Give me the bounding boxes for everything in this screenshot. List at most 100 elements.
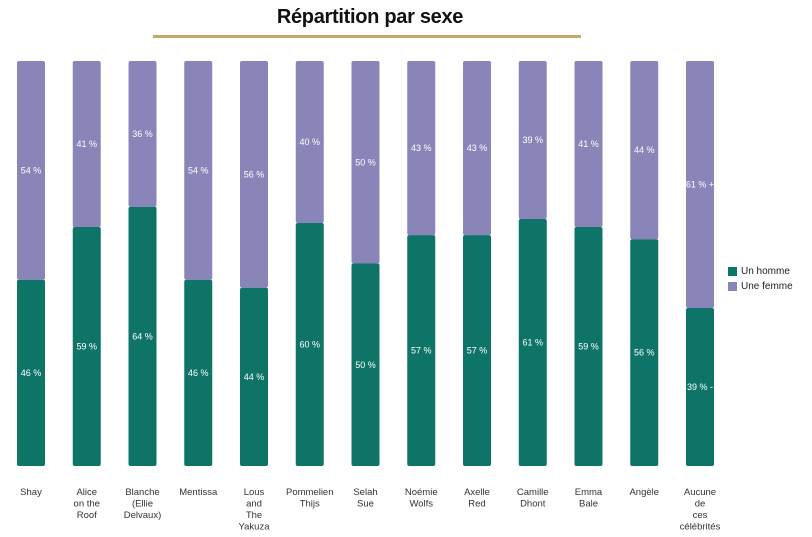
- category-label-line: Sue: [357, 499, 374, 510]
- data-label-un-homme: 64 %: [132, 331, 153, 341]
- bar-une-femme: [630, 61, 659, 240]
- category-label-line: and: [246, 499, 262, 510]
- category-label-line: Blanche: [125, 487, 159, 498]
- category-label: Blanche (Ellie Delvaux): [124, 487, 162, 521]
- bar-un-homme: [518, 218, 547, 466]
- bar-une-femme: [351, 61, 380, 264]
- bar-un-homme: [630, 239, 659, 466]
- bar-une-femme: [463, 61, 491, 236]
- category-label: Noémie Wolfs: [405, 487, 438, 510]
- data-label-un-homme: 57 %: [411, 346, 432, 356]
- category-label: Mentissa: [179, 487, 218, 498]
- category-label-line: Bale: [579, 499, 598, 510]
- category-label: Angèle: [629, 487, 659, 498]
- data-label-un-homme: 50 %: [355, 360, 376, 370]
- category-label-line: Yakuza: [239, 522, 271, 533]
- data-label-un-homme: 46 %: [188, 368, 209, 378]
- data-label-un-homme: 44 %: [244, 372, 265, 382]
- data-label-un-homme: 39 % -: [687, 382, 713, 392]
- bar-une-femme: [407, 61, 436, 236]
- legend-label-une-femme: Une femme: [741, 281, 793, 292]
- bar-une-femme: [17, 61, 45, 280]
- data-label-une-femme: 39 %: [522, 135, 543, 145]
- chart-title: Répartition par sexe: [276, 6, 464, 28]
- legend-swatch-un-homme: [728, 267, 737, 276]
- category-label-line: The: [246, 510, 262, 521]
- bar-un-homme: [240, 287, 268, 466]
- category-label-line: Dhont: [520, 499, 546, 510]
- legend-swatch-une-femme: [728, 282, 737, 291]
- category-label-line: Axelle: [464, 487, 490, 498]
- data-label-un-homme: 60 %: [299, 340, 320, 350]
- category-label-line: Thijs: [300, 499, 320, 510]
- data-label-une-femme: 56 %: [244, 169, 265, 179]
- bar-une-femme: [574, 61, 603, 228]
- category-label-line: célébrités: [680, 522, 721, 533]
- bar-une-femme: [240, 61, 268, 288]
- bar-un-homme: [574, 227, 603, 466]
- category-label-line: Mentissa: [179, 487, 218, 498]
- data-label-une-femme: 54 %: [21, 165, 42, 175]
- bar-un-homme: [407, 235, 436, 466]
- bar-un-homme: [463, 235, 491, 466]
- category-label: Emma Bale: [575, 487, 603, 510]
- category-label-line: Emma: [575, 487, 603, 498]
- bar-une-femme: [295, 61, 324, 223]
- bar-un-homme: [17, 279, 45, 466]
- legend-item-une-femme: Une femme: [728, 279, 793, 294]
- data-label-un-homme: 46 %: [21, 368, 42, 378]
- category-label-line: Selah: [353, 487, 377, 498]
- bar-un-homme: [128, 206, 157, 467]
- category-label: Camille Dhont: [517, 487, 549, 510]
- bar-un-homme: [351, 263, 380, 466]
- category-label-line: Delvaux): [124, 510, 162, 521]
- category-label-line: Roof: [77, 510, 97, 521]
- category-label: Aucune de ces célébrités: [680, 487, 721, 533]
- data-label-un-homme: 59 %: [76, 342, 97, 352]
- title-underline: [153, 35, 581, 38]
- bar-une-femme: [184, 61, 213, 280]
- category-label-line: Alice: [76, 487, 97, 498]
- category-label-line: Wolfs: [409, 499, 433, 510]
- data-label-une-femme: 36 %: [132, 129, 153, 139]
- category-label-line: Angèle: [629, 487, 659, 498]
- data-label-un-homme: 57 %: [467, 346, 488, 356]
- bar-un-homme: [295, 223, 324, 466]
- bar-une-femme: [518, 61, 547, 219]
- category-label: Lous and The Yakuza: [239, 487, 271, 533]
- data-label-un-homme: 59 %: [578, 342, 599, 352]
- data-label-une-femme: 41 %: [76, 139, 97, 149]
- category-label-line: Shay: [20, 487, 42, 498]
- category-label-line: (Ellie: [132, 499, 153, 510]
- category-label: Pommelien Thijs: [286, 487, 334, 510]
- category-label-line: Noémie: [405, 487, 438, 498]
- legend-item-un-homme: Un homme: [728, 264, 793, 279]
- category-label: Selah Sue: [353, 487, 377, 510]
- bar-un-homme: [72, 227, 101, 466]
- data-label-une-femme: 50 %: [355, 157, 376, 167]
- legend: Un homme Une femme: [728, 264, 793, 294]
- data-label-une-femme: 61 % +: [686, 180, 714, 190]
- data-label-une-femme: 43 %: [411, 143, 432, 153]
- bar-une-femme: [686, 61, 714, 309]
- category-label-line: Lous: [244, 487, 265, 498]
- bar-un-homme: [184, 279, 213, 466]
- category-label: Alice on the Roof: [74, 487, 100, 521]
- data-label-une-femme: 44 %: [634, 145, 655, 155]
- legend-label-un-homme: Un homme: [741, 266, 790, 277]
- data-label-un-homme: 61 %: [522, 337, 543, 347]
- category-label-line: Camille: [517, 487, 549, 498]
- category-label-line: de: [695, 499, 706, 510]
- data-label-un-homme: 56 %: [634, 348, 655, 358]
- data-label-une-femme: 43 %: [467, 143, 488, 153]
- data-label-une-femme: 41 %: [578, 139, 599, 149]
- bar-une-femme: [128, 61, 157, 207]
- category-label: Shay: [20, 487, 42, 498]
- category-label-line: ces: [693, 510, 708, 521]
- category-label-line: Pommelien: [286, 487, 334, 498]
- bar-un-homme: [686, 308, 714, 466]
- data-label-une-femme: 40 %: [299, 137, 320, 147]
- bar-une-femme: [72, 61, 101, 228]
- data-label-une-femme: 54 %: [188, 165, 209, 175]
